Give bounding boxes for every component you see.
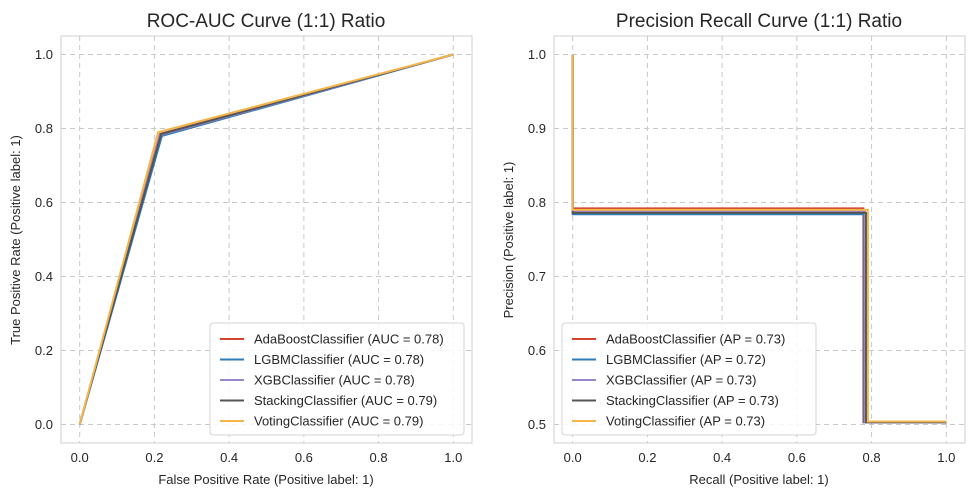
x-tick-label: 0.2 — [638, 450, 656, 465]
pr-chart-panel: Precision Recall Curve (1:1) Ratio Recal… — [501, 11, 966, 487]
legend-label: VotingClassifier (AUC = 0.79) — [254, 414, 423, 429]
legend-label: XGBClassifier (AP = 0.73) — [606, 373, 756, 388]
y-axis-label: Precision (Positive label: 1) — [501, 162, 516, 319]
legend-label: XGBClassifier (AUC = 0.78) — [254, 373, 415, 388]
x-tick-label: 0.6 — [788, 450, 806, 465]
x-tick-label: 0.0 — [564, 450, 582, 465]
y-tick-label: 0.7 — [528, 269, 546, 284]
roc-chart-panel: ROC-AUC Curve (1:1) Ratio False Positive… — [8, 11, 473, 487]
y-tick-label: 1.0 — [528, 47, 546, 62]
x-tick-label: 0.8 — [863, 450, 881, 465]
y-tick-label: 1.0 — [35, 47, 53, 62]
grid — [554, 36, 965, 443]
y-tick-label: 0.5 — [528, 417, 546, 432]
y-tick-label: 0.6 — [35, 195, 53, 210]
x-tick-label: 0.0 — [71, 450, 89, 465]
x-axis-label: False Positive Rate (Positive label: 1) — [158, 472, 373, 487]
plot-frame — [60, 35, 473, 444]
x-axis-label: Recall (Positive label: 1) — [689, 472, 828, 487]
series-line — [571, 54, 947, 423]
y-tick-label: 0.9 — [528, 121, 546, 136]
y-axis-label: True Positive Rate (Positive label: 1) — [8, 135, 23, 345]
y-tick-label: 0.4 — [35, 269, 53, 284]
y-tick-label: 0.2 — [35, 343, 53, 358]
chart-title: Precision Recall Curve (1:1) Ratio — [616, 11, 902, 32]
x-tick-label: 0.4 — [220, 450, 238, 465]
x-tick-label: 1.0 — [444, 450, 462, 465]
legend-box — [561, 322, 817, 436]
chart-title: ROC-AUC Curve (1:1) Ratio — [147, 11, 386, 32]
y-tick-label: 0.0 — [35, 417, 53, 432]
legend-label: AdaBoostClassifier (AUC = 0.78) — [254, 332, 444, 347]
x-tick-label: 0.2 — [145, 450, 163, 465]
legend: AdaBoostClassifier (AUC = 0.78) LGBMClass… — [209, 322, 465, 436]
x-tick-label: 0.4 — [713, 450, 731, 465]
legend-label: LGBMClassifier (AUC = 0.78) — [254, 352, 424, 367]
legend-label: StackingClassifier (AP = 0.73) — [606, 393, 779, 408]
y-tick-label: 0.6 — [528, 343, 546, 358]
legend: AdaBoostClassifier (AP = 0.73) LGBMClassi… — [561, 322, 817, 436]
x-tick-label: 1.0 — [937, 450, 955, 465]
y-tick-label: 0.8 — [35, 121, 53, 136]
legend-label: AdaBoostClassifier (AP = 0.73) — [606, 332, 785, 347]
x-tick-label: 0.8 — [370, 450, 388, 465]
plot-frame — [553, 35, 966, 444]
series-line — [78, 53, 454, 425]
legend-label: StackingClassifier (AUC = 0.79) — [254, 393, 437, 408]
y-tick-label: 0.8 — [528, 195, 546, 210]
legend-label: LGBMClassifier (AP = 0.72) — [606, 352, 766, 367]
legend-box — [209, 322, 465, 436]
legend-label: VotingClassifier (AP = 0.73) — [606, 414, 765, 429]
x-tick-label: 0.6 — [295, 450, 313, 465]
